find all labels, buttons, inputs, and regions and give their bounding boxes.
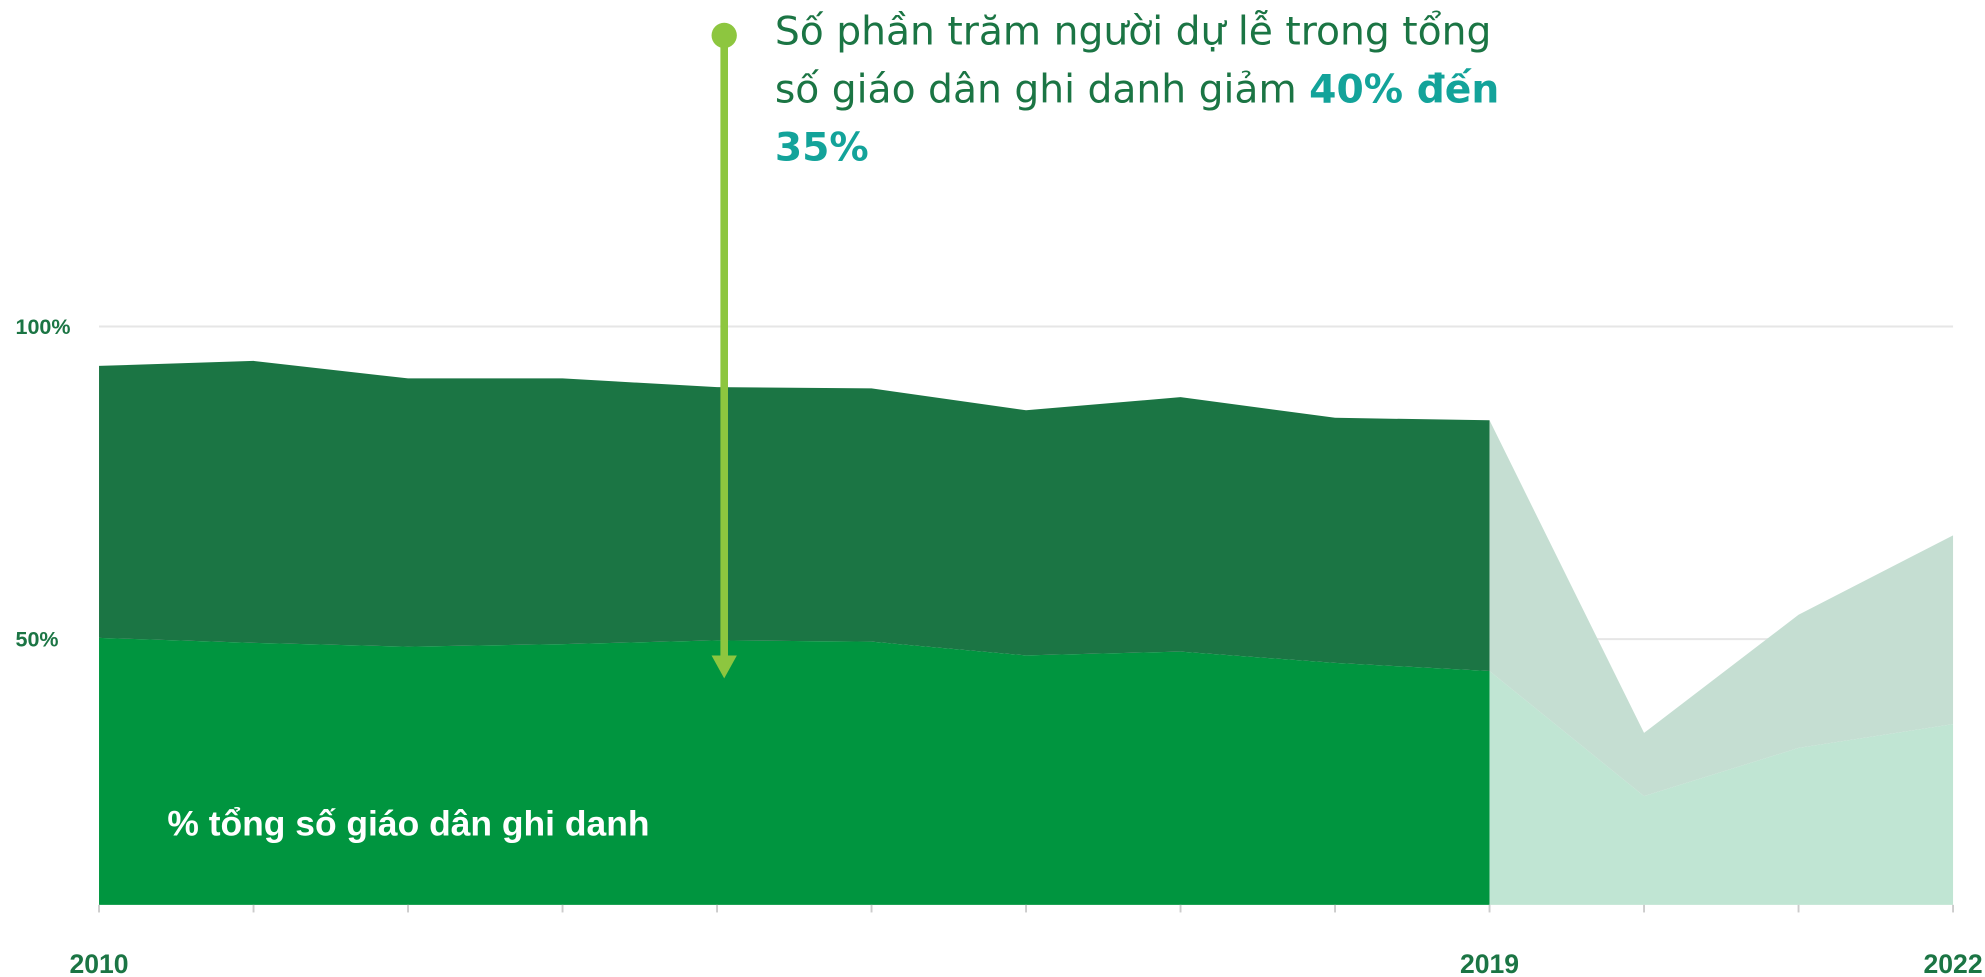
y-tick-label: 100% — [16, 315, 71, 339]
x-tick-label: 2022 — [1924, 949, 1983, 977]
y-tick-label: 50% — [16, 628, 59, 652]
area — [1489, 671, 1954, 905]
area — [99, 637, 1490, 905]
annotation-highlight: 40% đến 35% — [774, 67, 1500, 171]
x-tick-label: 2019 — [1460, 949, 1519, 977]
areas — [99, 325, 1954, 905]
annotation: Số phần trăm người dự lễ trong tổng số g… — [775, 3, 1534, 178]
annotation-text: Số phần trăm người dự lễ trong tổng số g… — [774, 8, 1492, 113]
arrow-head — [711, 655, 737, 679]
x-tick-label: 2010 — [69, 949, 128, 977]
area — [99, 360, 1490, 672]
annotation-box: Số phần trăm người dự lễ trong tổng số g… — [775, 3, 1534, 178]
area — [1489, 420, 1954, 797]
arrow-dot — [711, 22, 737, 49]
ticks — [98, 904, 1954, 913]
series-label: % tổng số giáo dân ghi danh — [167, 803, 649, 843]
